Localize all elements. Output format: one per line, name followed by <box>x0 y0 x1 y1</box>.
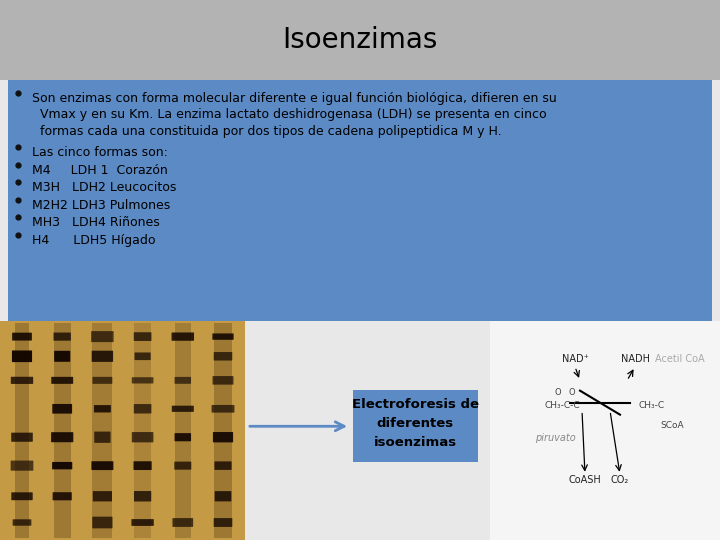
Text: NADH: NADH <box>621 354 649 363</box>
Text: Son enzimas con forma molecular diferente e igual función biológica, difieren en: Son enzimas con forma molecular diferent… <box>32 92 557 138</box>
FancyBboxPatch shape <box>212 333 233 340</box>
Text: SCoA: SCoA <box>660 421 684 430</box>
Bar <box>0 321 245 540</box>
Text: CO₂: CO₂ <box>611 475 629 485</box>
FancyBboxPatch shape <box>12 350 32 362</box>
FancyBboxPatch shape <box>51 377 73 384</box>
FancyBboxPatch shape <box>91 461 113 470</box>
FancyBboxPatch shape <box>171 333 194 341</box>
Text: Las cinco formas son:: Las cinco formas son: <box>32 146 168 159</box>
FancyBboxPatch shape <box>132 432 153 442</box>
Text: CH₃-C: CH₃-C <box>639 401 665 410</box>
FancyBboxPatch shape <box>134 491 151 502</box>
Bar <box>54 323 71 538</box>
FancyBboxPatch shape <box>132 519 154 526</box>
FancyBboxPatch shape <box>54 351 71 362</box>
FancyBboxPatch shape <box>214 518 233 527</box>
FancyBboxPatch shape <box>91 350 113 362</box>
FancyBboxPatch shape <box>134 404 151 414</box>
Text: O: O <box>569 388 575 397</box>
Bar <box>175 323 191 538</box>
Text: H4      LDH5 Hígado: H4 LDH5 Hígado <box>32 234 156 247</box>
FancyBboxPatch shape <box>92 517 112 528</box>
FancyBboxPatch shape <box>12 433 33 442</box>
Text: M2H2 LDH3 Pulmones: M2H2 LDH3 Pulmones <box>32 199 170 212</box>
Text: CoASH: CoASH <box>569 475 601 485</box>
FancyBboxPatch shape <box>11 461 33 471</box>
Text: Electroforesis de
diferentes
isoenzimas: Electroforesis de diferentes isoenzimas <box>351 398 479 449</box>
FancyBboxPatch shape <box>91 331 114 342</box>
FancyBboxPatch shape <box>94 431 111 443</box>
FancyBboxPatch shape <box>173 518 193 527</box>
FancyBboxPatch shape <box>214 352 233 361</box>
FancyBboxPatch shape <box>213 432 233 442</box>
FancyBboxPatch shape <box>172 406 194 412</box>
Bar <box>490 321 720 540</box>
FancyBboxPatch shape <box>215 491 231 501</box>
FancyBboxPatch shape <box>133 461 152 470</box>
FancyBboxPatch shape <box>212 376 233 384</box>
FancyBboxPatch shape <box>92 377 112 384</box>
Text: M4     LDH 1  Corazón: M4 LDH 1 Corazón <box>32 164 168 177</box>
FancyBboxPatch shape <box>53 404 72 414</box>
FancyBboxPatch shape <box>51 432 73 442</box>
Bar <box>134 323 151 538</box>
FancyBboxPatch shape <box>11 377 33 384</box>
Bar <box>8 80 712 321</box>
FancyBboxPatch shape <box>12 333 32 341</box>
Bar <box>214 323 232 538</box>
FancyBboxPatch shape <box>52 462 72 469</box>
Text: Acetil CoA: Acetil CoA <box>655 354 705 363</box>
Bar <box>0 0 720 80</box>
FancyBboxPatch shape <box>53 333 71 341</box>
FancyBboxPatch shape <box>94 405 111 413</box>
Text: O: O <box>554 388 562 397</box>
FancyBboxPatch shape <box>13 519 32 526</box>
Text: M3H   LDH2 Leucocitos: M3H LDH2 Leucocitos <box>32 181 176 194</box>
Bar <box>15 323 30 538</box>
Text: MH3   LDH4 Riñones: MH3 LDH4 Riñones <box>32 216 160 229</box>
FancyBboxPatch shape <box>174 433 191 441</box>
FancyBboxPatch shape <box>174 462 192 470</box>
Text: NAD⁺: NAD⁺ <box>562 354 588 363</box>
FancyBboxPatch shape <box>174 377 191 384</box>
Text: CH₃-C-C: CH₃-C-C <box>544 401 580 410</box>
Text: piruvato: piruvato <box>535 433 575 443</box>
FancyBboxPatch shape <box>134 332 151 341</box>
Bar <box>92 323 112 538</box>
FancyBboxPatch shape <box>215 461 232 470</box>
FancyBboxPatch shape <box>93 491 112 502</box>
FancyBboxPatch shape <box>53 492 72 501</box>
Text: Isoenzimas: Isoenzimas <box>282 26 438 54</box>
FancyBboxPatch shape <box>135 353 150 360</box>
FancyBboxPatch shape <box>132 377 153 383</box>
FancyBboxPatch shape <box>12 492 32 500</box>
FancyBboxPatch shape <box>212 405 235 413</box>
Bar <box>353 390 477 462</box>
